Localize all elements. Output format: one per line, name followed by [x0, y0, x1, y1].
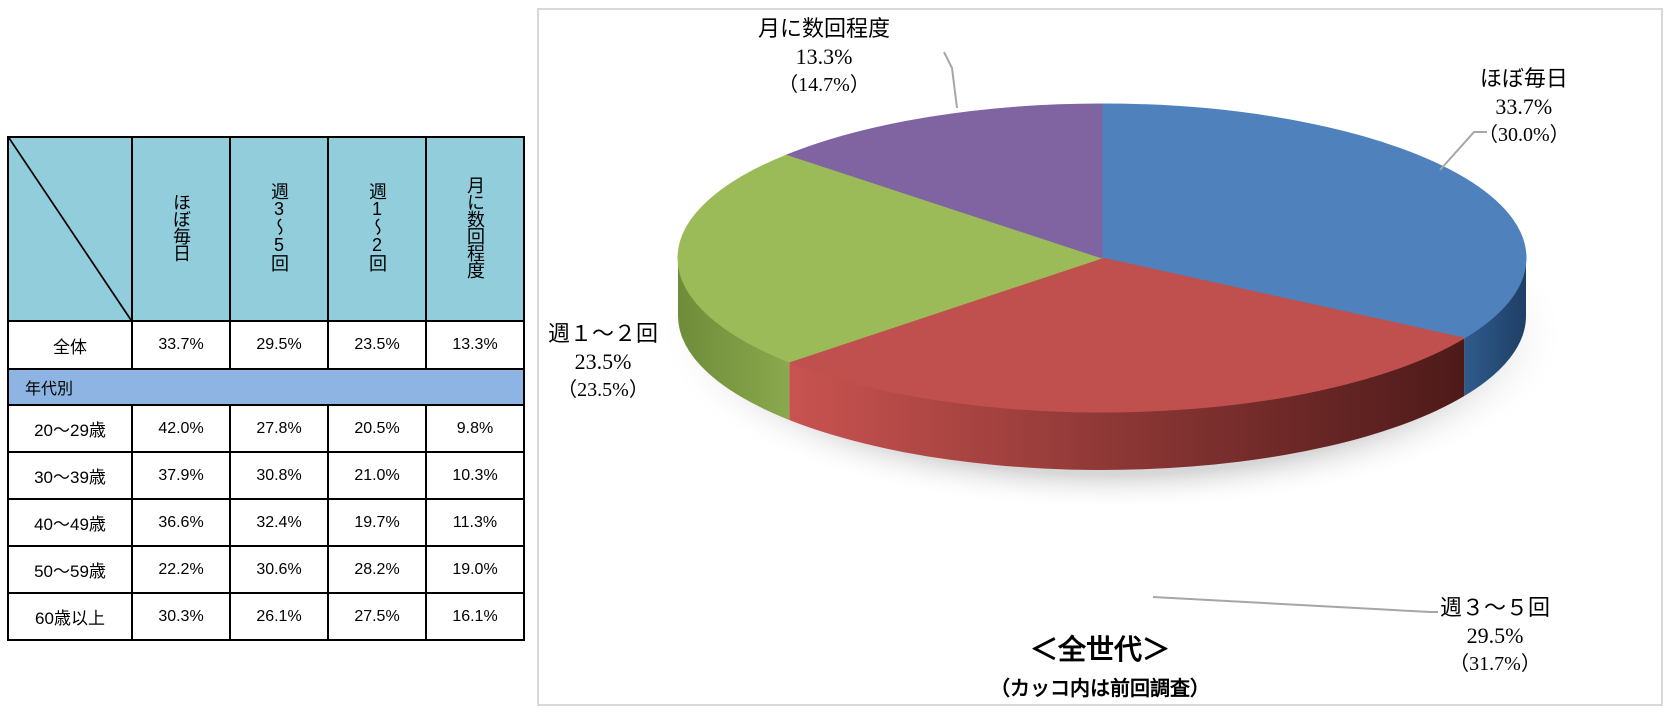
pie-side-2	[678, 258, 790, 421]
pie-slice	[1101, 103, 1527, 339]
leader-lines	[943, 51, 1487, 613]
pie-side-1	[789, 338, 1465, 470]
table-cell: 16.1%	[425, 592, 525, 641]
table-cell: 28.2%	[327, 545, 427, 594]
table-cell: 19.7%	[327, 498, 427, 547]
table-cell: 29.5%	[229, 320, 329, 370]
row-label: 50～59歳	[7, 545, 133, 594]
column-header: 週3～5回	[229, 136, 329, 322]
leader-line	[1439, 131, 1487, 171]
table-cell: 13.3%	[425, 320, 525, 370]
table-cell: 21.0%	[327, 451, 427, 500]
group-header-row: 年代別	[7, 368, 525, 406]
chart-subtitle: （カッコ内は前回調査）	[990, 676, 1210, 700]
pie-slice	[786, 103, 1103, 259]
table-cell: 37.9%	[131, 451, 231, 500]
table-row: 40～49歳 36.6% 32.4% 19.7% 11.3%	[7, 498, 525, 547]
leader-line	[943, 51, 958, 109]
slice-label: 週３～５回 29.5% （31.7%）	[1440, 595, 1551, 675]
column-header: ほぼ毎日	[131, 136, 231, 322]
chart-frame	[537, 8, 1663, 706]
table-cell: 23.5%	[327, 320, 427, 370]
slice-label: 月に数回程度 13.3% （14.7%）	[758, 16, 891, 96]
row-label: 20～29歳	[7, 404, 133, 453]
pie-slices	[677, 103, 1527, 413]
table-corner-cell	[7, 136, 133, 322]
pie-slice	[677, 154, 1104, 363]
table-cell: 9.8%	[425, 404, 525, 453]
table-cell: 19.0%	[425, 545, 525, 594]
pie-side-0	[1464, 258, 1526, 397]
table-cell: 30.6%	[229, 545, 329, 594]
table-cell: 42.0%	[131, 404, 231, 453]
table-cell: 10.3%	[425, 451, 525, 500]
row-label: 40～49歳	[7, 498, 133, 547]
table-cell: 27.5%	[327, 592, 427, 641]
table-cell: 20.5%	[327, 404, 427, 453]
row-label: 60歳以上	[7, 592, 133, 641]
column-header: 月に数回程度	[425, 136, 525, 322]
row-label: 30～39歳	[7, 451, 133, 500]
table-cell: 33.7%	[131, 320, 231, 370]
row-label: 全体	[7, 320, 133, 370]
table-row: 50～59歳 22.2% 30.6% 28.2% 19.0%	[7, 545, 525, 594]
pie-sides	[678, 258, 1526, 470]
pie-slice	[787, 257, 1466, 413]
slice-label: ほぼ毎日 33.7% （30.0%）	[1478, 66, 1570, 146]
table-cell: 32.4%	[229, 498, 329, 547]
table-cell: 27.8%	[229, 404, 329, 453]
table-cell: 26.1%	[229, 592, 329, 641]
table-row: 30～39歳 37.9% 30.8% 21.0% 10.3%	[7, 451, 525, 500]
column-header: 週1～2回	[327, 136, 427, 322]
diagonal-line	[9, 138, 131, 320]
table-row: 20～29歳 42.0% 27.8% 20.5% 9.8%	[7, 404, 525, 453]
table-cell: 30.3%	[131, 592, 231, 641]
table-cell: 22.2%	[131, 545, 231, 594]
table-row-total: 全体 33.7% 29.5% 23.5% 13.3%	[7, 320, 525, 370]
table-header-row: ほぼ毎日 週3～5回 週1～2回 月に数回程度	[7, 136, 525, 322]
chart-title: ＜全世代＞	[1029, 633, 1170, 666]
leader-line	[1152, 596, 1438, 613]
table-cell: 11.3%	[425, 498, 525, 547]
table-cell: 36.6%	[131, 498, 231, 547]
slice-label: 週１～２回 23.5% （23.5%）	[548, 321, 659, 401]
table-cell: 30.8%	[229, 451, 329, 500]
group-label: 年代別	[7, 368, 525, 406]
frequency-table: ほぼ毎日 週3～5回 週1～2回 月に数回程度 全体 33.7% 29.5% 2…	[7, 136, 525, 641]
table-row: 60歳以上 30.3% 26.1% 27.5% 16.1%	[7, 592, 525, 641]
